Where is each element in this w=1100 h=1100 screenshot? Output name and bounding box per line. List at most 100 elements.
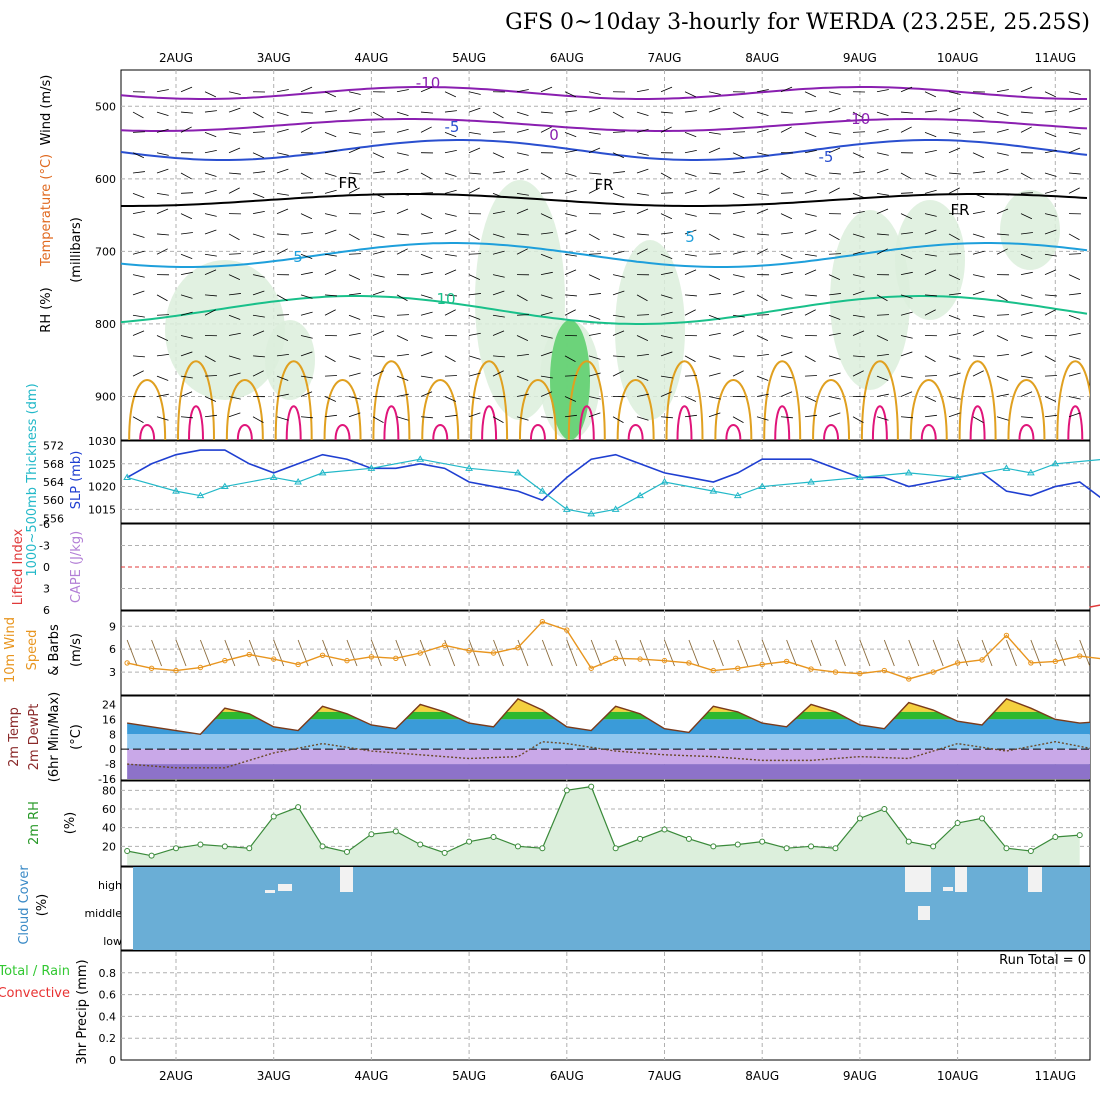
- wind-barb: [252, 233, 265, 238]
- wind-barb: [900, 111, 913, 114]
- wind-barb: [492, 274, 505, 278]
- wind-barb-10m: [322, 639, 333, 667]
- wind-barb: [276, 111, 289, 116]
- day-label-top: 5AUG: [452, 51, 486, 65]
- wind-barb: [996, 128, 1009, 133]
- wind-barb: [876, 294, 888, 302]
- wind-barb: [612, 250, 625, 255]
- wind-barb: [708, 253, 722, 255]
- day-label-bottom: 5AUG: [452, 1069, 486, 1083]
- wind-barb: [900, 416, 913, 419]
- wind-barb-10m: [810, 639, 822, 667]
- wind-barb: [540, 86, 553, 93]
- wind-barb: [444, 213, 457, 217]
- wind-barb: [348, 172, 361, 175]
- wind-barb: [420, 375, 433, 379]
- wind-barb: [804, 355, 816, 363]
- wind-barb: [636, 233, 649, 236]
- wind-barb-10m: [370, 639, 382, 667]
- wind-barb: [132, 131, 146, 133]
- wind-barb: [180, 311, 193, 316]
- wind-barb-10m: [493, 639, 504, 667]
- wind-barb: [324, 309, 336, 316]
- wind-barb: [852, 210, 865, 215]
- thickness-point: [269, 473, 278, 480]
- wind-barb: [804, 253, 817, 257]
- isotherm-15: [1056, 360, 1090, 440]
- wind-barb: [228, 147, 241, 154]
- rh-point: [343, 848, 350, 855]
- wind-barb: [612, 274, 625, 278]
- wind-barb: [972, 111, 984, 119]
- rh-point: [295, 804, 302, 811]
- wind-barb: [372, 131, 386, 133]
- wind-barb: [564, 309, 576, 316]
- wind-barb: [588, 131, 601, 135]
- wind-barb: [948, 355, 961, 360]
- wind-barb: [252, 290, 265, 296]
- wind-barb: [492, 330, 505, 336]
- wind-barb: [156, 375, 169, 381]
- wind-barb: [372, 330, 385, 336]
- y-axis-ticks: 5006007008009005725685645605561030102510…: [39, 100, 122, 1067]
- rh-2m-panel: [121, 783, 1090, 865]
- wind-barb: [588, 253, 602, 255]
- wind-barb: [252, 250, 265, 255]
- isotherm-20: [676, 405, 693, 440]
- thickness-point: [318, 468, 327, 476]
- wind-speed-point: [466, 648, 472, 654]
- wind-barb: [732, 171, 745, 174]
- wind-barb: [516, 168, 529, 174]
- wind-speed-point: [319, 652, 326, 658]
- thickness-point: [196, 491, 205, 499]
- wind-barb: [300, 391, 313, 397]
- isotherm-15: [323, 379, 362, 440]
- wind-speed-point: [417, 650, 423, 656]
- wind-barb: [1044, 172, 1057, 177]
- thickness-tick: 560: [43, 494, 64, 507]
- wind-barb: [900, 391, 913, 397]
- wind-barb: [1068, 91, 1081, 95]
- wind-barb: [588, 412, 601, 418]
- wind-barb: [516, 335, 529, 341]
- wind-barb: [468, 187, 480, 194]
- wind-barb: [540, 351, 553, 357]
- pressure-tick: 800: [95, 318, 116, 331]
- wind-barb: [876, 314, 890, 316]
- wind-barb: [300, 416, 313, 419]
- thickness-point: [709, 487, 718, 494]
- wind-barb: [324, 132, 337, 138]
- wind-barb: [420, 253, 433, 259]
- wind-barb: [636, 393, 649, 397]
- wind-barb: [300, 232, 313, 235]
- rh-point: [881, 806, 888, 812]
- rh2m-axis-label: 2m RH: [27, 801, 42, 845]
- day-label-top: 2AUG: [159, 51, 193, 65]
- wind-barb: [876, 192, 889, 196]
- wind-barb: [972, 250, 985, 255]
- wind-barb: [612, 233, 625, 238]
- wind-barb: [228, 131, 241, 135]
- rh-point: [710, 843, 717, 850]
- day-label-top: 10AUG: [937, 51, 979, 65]
- wind-barb: [420, 391, 433, 397]
- wind-speed-point: [515, 644, 521, 651]
- wind-barb: [492, 111, 504, 119]
- thickness-line: [126, 458, 1100, 515]
- wind-barb: [180, 213, 193, 220]
- wind-barb: [948, 107, 961, 113]
- wind-barb: [660, 126, 672, 133]
- wind-barb: [252, 131, 266, 133]
- day-label-bottom: 8AUG: [745, 1069, 779, 1083]
- wind-barb: [996, 335, 1009, 341]
- contour-label: -5: [445, 118, 460, 136]
- wind-barb-10m: [126, 639, 138, 667]
- wind-barb: [996, 192, 1009, 196]
- wind-barb: [948, 233, 960, 241]
- wind-barb: [852, 330, 865, 336]
- wind-barb: [132, 171, 145, 174]
- wind-speed-point: [1077, 653, 1083, 659]
- day-label-bottom: 4AUG: [354, 1069, 388, 1083]
- rh-shaded-region: [265, 320, 315, 400]
- wind-barb: [684, 132, 697, 138]
